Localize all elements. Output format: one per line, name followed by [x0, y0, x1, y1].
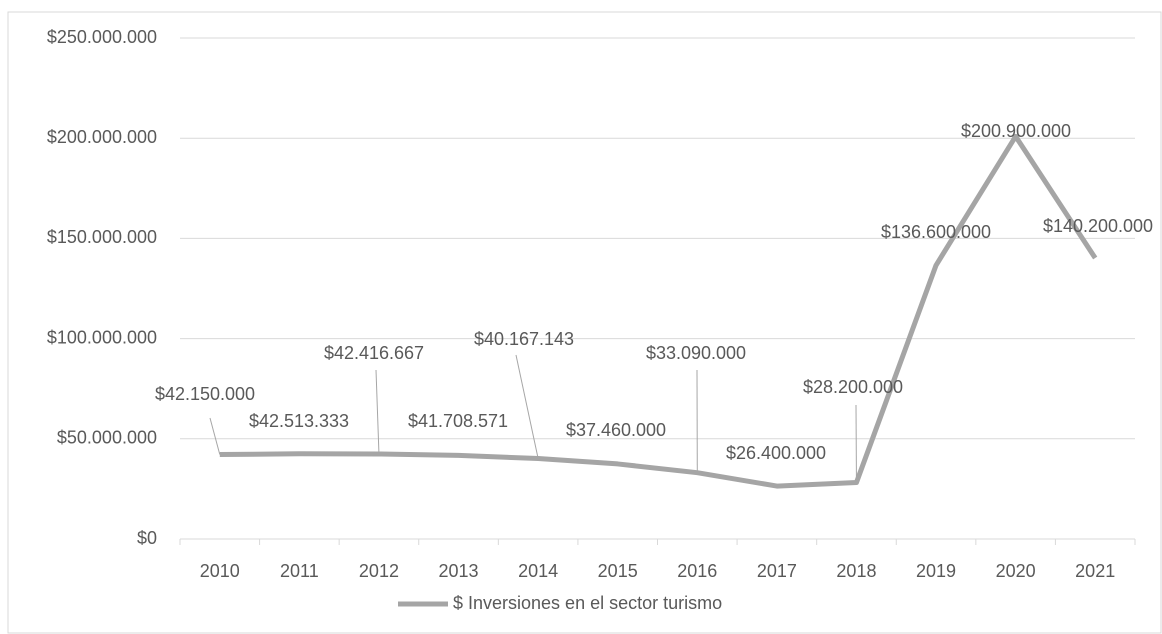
- data-label: $42.416.667: [324, 343, 424, 363]
- x-tick-label: 2013: [439, 561, 479, 581]
- leader-line: [375, 369, 380, 455]
- x-tick-label: 2012: [359, 561, 399, 581]
- x-tick-label: 2017: [757, 561, 797, 581]
- y-tick-label: $0: [137, 528, 157, 548]
- y-tick-label: $200.000.000: [47, 127, 157, 147]
- data-label: $33.090.000: [646, 343, 746, 363]
- data-label: $42.150.000: [155, 384, 255, 404]
- data-label: $41.708.571: [408, 411, 508, 431]
- data-label: $200.900.000: [961, 121, 1071, 141]
- data-label: $136.600.000: [881, 222, 991, 242]
- data-label: $28.200.000: [803, 377, 903, 397]
- x-tick-label: 2010: [200, 561, 240, 581]
- x-tick-label: 2018: [836, 561, 876, 581]
- x-tick-label: 2014: [518, 561, 558, 581]
- legend-label: $ Inversiones en el sector turismo: [453, 593, 722, 613]
- leader-line: [209, 417, 221, 455]
- data-label: $26.400.000: [726, 443, 826, 463]
- chart-border: [7, 11, 1162, 634]
- x-tick-label: 2016: [677, 561, 717, 581]
- data-line: [219, 133, 1098, 489]
- y-tick-label: $100.000.000: [47, 327, 157, 347]
- y-tick-label: $150.000.000: [47, 227, 157, 247]
- x-tick-label: 2020: [996, 561, 1036, 581]
- data-label: $140.200.000: [1043, 216, 1153, 236]
- x-tick-label: 2011: [280, 561, 319, 581]
- data-label: $42.513.333: [249, 411, 349, 431]
- leader-line: [515, 354, 539, 459]
- x-tick-label: 2019: [916, 561, 956, 581]
- data-label: $40.167.143: [474, 329, 574, 349]
- y-tick-label: $50.000.000: [57, 428, 157, 448]
- x-tick-label: 2021: [1075, 561, 1115, 581]
- y-tick-label: $250.000.000: [47, 27, 157, 47]
- data-label: $37.460.000: [566, 420, 666, 440]
- x-tick-label: 2015: [598, 561, 638, 581]
